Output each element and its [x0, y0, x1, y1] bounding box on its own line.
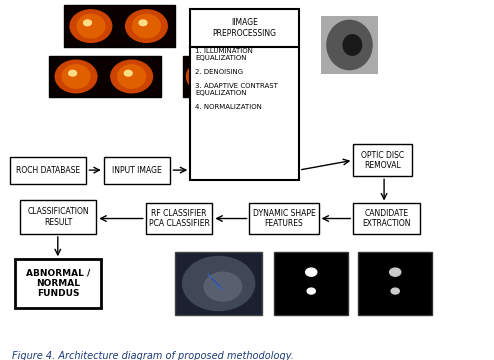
Circle shape [139, 20, 147, 26]
Ellipse shape [61, 64, 91, 89]
Circle shape [83, 20, 91, 26]
Text: DYNAMIC SHAPE
FEATURES: DYNAMIC SHAPE FEATURES [252, 209, 316, 228]
Ellipse shape [76, 14, 106, 39]
Bar [64, 5, 175, 47]
Circle shape [307, 288, 315, 294]
Bar [321, 16, 378, 74]
Bar [183, 56, 232, 97]
Text: INPUT IMAGE: INPUT IMAGE [112, 166, 162, 175]
Circle shape [306, 268, 317, 276]
Ellipse shape [132, 14, 161, 39]
Text: CLASSIFICATION
RESULT: CLASSIFICATION RESULT [27, 207, 89, 226]
Circle shape [124, 70, 132, 76]
Bar [190, 9, 299, 180]
Text: 1. ILLUMINATION
EQUALIZATION

2. DENOISING

3. ADAPTIVE CONTRAST
EQUALIZATION

4: 1. ILLUMINATION EQUALIZATION 2. DENOISIN… [195, 48, 278, 111]
Ellipse shape [54, 59, 98, 94]
Ellipse shape [69, 9, 113, 43]
Text: Figure 4. Architecture diagram of proposed methodology.: Figure 4. Architecture diagram of propos… [12, 351, 294, 360]
Text: IIMAGE
PREPROCESSING: IIMAGE PREPROCESSING [212, 18, 277, 37]
Circle shape [69, 70, 77, 76]
Bar [15, 259, 101, 308]
Ellipse shape [182, 256, 255, 311]
Ellipse shape [193, 64, 222, 89]
Bar [104, 157, 170, 184]
Bar [274, 252, 348, 315]
Ellipse shape [117, 64, 146, 89]
Bar [353, 203, 420, 234]
Text: ABNORMAL /
NORMAL
FUNDUS: ABNORMAL / NORMAL FUNDUS [26, 269, 90, 298]
Circle shape [390, 268, 401, 276]
Ellipse shape [110, 59, 153, 94]
Bar [353, 144, 412, 176]
Circle shape [391, 288, 399, 294]
Bar [358, 252, 432, 315]
Bar [20, 200, 96, 234]
Ellipse shape [125, 9, 168, 43]
Text: RF CLASSIFIER
PCA CLASSIFIER: RF CLASSIFIER PCA CLASSIFIER [149, 209, 209, 228]
Text: OPTIC DISC
REMOVAL: OPTIC DISC REMOVAL [361, 150, 405, 170]
Bar [249, 203, 319, 234]
Text: CANDIDATE
EXTRACTION: CANDIDATE EXTRACTION [362, 209, 411, 228]
Bar [175, 252, 262, 315]
Bar [146, 203, 212, 234]
Ellipse shape [204, 271, 243, 302]
Bar [49, 56, 161, 97]
Circle shape [200, 70, 208, 76]
Ellipse shape [326, 20, 373, 70]
Ellipse shape [342, 34, 362, 56]
Text: ROCH DATABASE: ROCH DATABASE [16, 166, 80, 175]
Bar [10, 157, 86, 184]
Ellipse shape [186, 59, 229, 94]
